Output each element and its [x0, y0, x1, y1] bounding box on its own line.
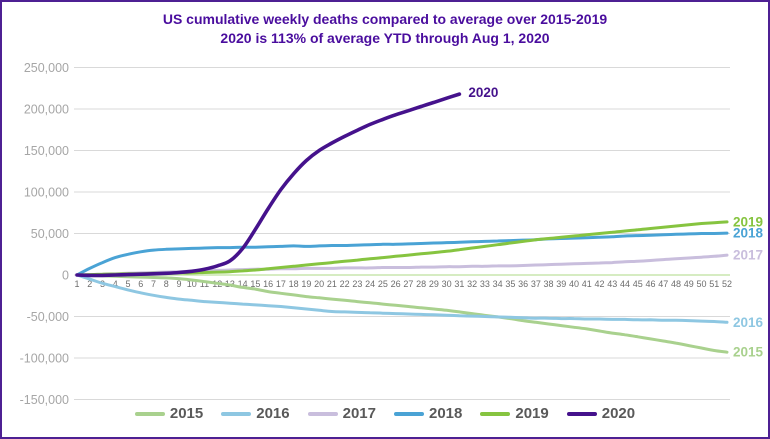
- chart-title-block: US cumulative weekly deaths compared to …: [2, 10, 768, 48]
- x-tick-label: 38: [544, 279, 554, 289]
- x-tick-label: 46: [646, 279, 656, 289]
- x-tick-label: 28: [416, 279, 426, 289]
- series-end-label-2016: 2016: [733, 315, 764, 330]
- series-end-label-2020: 2020: [468, 85, 498, 100]
- x-tick-label: 41: [582, 279, 592, 289]
- legend-swatch-2015: [134, 411, 165, 416]
- x-tick-label: 50: [697, 279, 707, 289]
- chart-subtitle: 2020 is 113% of average YTD through Aug …: [220, 30, 550, 46]
- legend-swatch-2017: [307, 411, 338, 416]
- legend-label-2020: 2020: [601, 405, 636, 422]
- legend-label-2015: 2015: [169, 405, 204, 422]
- x-tick-label: 34: [493, 279, 503, 289]
- x-tick-label: 36: [518, 279, 528, 289]
- x-tick-label: 14: [238, 279, 248, 289]
- legend-item-2020: 2020: [566, 405, 636, 422]
- y-axis-labels: 250,000 200,000 150,000 100,000 50,000 0 -50,0…: [20, 61, 69, 407]
- x-tick-label: 30: [442, 279, 452, 289]
- x-tick-label: 9: [176, 279, 181, 289]
- x-tick-label: 47: [658, 279, 668, 289]
- x-tick-label: 40: [569, 279, 579, 289]
- x-tick-label: 24: [365, 279, 375, 289]
- x-tick-label: 16: [263, 279, 273, 289]
- x-tick-label: 32: [467, 279, 477, 289]
- x-tick-label: 35: [505, 279, 515, 289]
- legend-item-2016: 2016: [221, 405, 290, 422]
- x-tick-label: 2: [87, 279, 92, 289]
- x-tick-label: 21: [327, 279, 337, 289]
- x-tick-label: 15: [250, 279, 260, 289]
- x-tick-label: 18: [289, 279, 299, 289]
- legend-label-2016: 2016: [256, 405, 290, 422]
- legend-label-2018: 2018: [429, 405, 463, 422]
- y-tick-label: -50,000: [27, 310, 69, 324]
- x-tick-label: 25: [378, 279, 388, 289]
- x-tick-label: 10: [187, 279, 197, 289]
- legend-label-2019: 2019: [515, 405, 549, 422]
- x-tick-label: 51: [709, 279, 719, 289]
- y-tick-label: -150,000: [20, 393, 69, 407]
- chart-title: US cumulative weekly deaths compared to …: [162, 11, 608, 27]
- legend-item-2019: 2019: [480, 405, 549, 422]
- series-end-label-2017: 2017: [733, 248, 763, 263]
- x-tick-label: 17: [276, 279, 286, 289]
- legend-swatch-2020: [566, 411, 597, 416]
- legend-item-2017: 2017: [307, 405, 376, 422]
- y-tick-label: 50,000: [31, 227, 69, 241]
- x-tick-label: 7: [151, 279, 156, 289]
- legend-label-2017: 2017: [342, 405, 376, 422]
- x-tick-label: 31: [454, 279, 464, 289]
- x-tick-label: 23: [352, 279, 362, 289]
- x-tick-label: 37: [531, 279, 541, 289]
- x-tick-label: 1: [74, 279, 79, 289]
- x-axis-labels: 1 2 3 4 5 6 7 8 9 10 11 12 13 14 15 16 17 18 19 20 21 22 23 24 2…: [74, 279, 732, 289]
- x-tick-label: 6: [138, 279, 143, 289]
- x-tick-label: 5: [125, 279, 130, 289]
- x-tick-label: 26: [391, 279, 401, 289]
- x-tick-label: 42: [595, 279, 605, 289]
- x-tick-label: 29: [429, 279, 439, 289]
- legend-item-2018: 2018: [394, 405, 462, 422]
- y-tick-label: 250,000: [24, 61, 69, 75]
- x-tick-label: 45: [633, 279, 643, 289]
- y-tick-label: 150,000: [24, 144, 69, 158]
- x-tick-label: 33: [480, 279, 490, 289]
- x-tick-label: 19: [301, 279, 311, 289]
- y-tick-label: 0: [62, 269, 69, 283]
- y-tick-label: -100,000: [20, 352, 69, 366]
- x-tick-label: 22: [340, 279, 350, 289]
- x-tick-label: 48: [671, 279, 681, 289]
- x-tick-label: 4: [113, 279, 118, 289]
- x-tick-label: 11: [200, 279, 209, 289]
- legend-swatch-2018: [394, 411, 424, 416]
- series-end-label-2019: 2019: [733, 214, 763, 229]
- series-line-2015: [75, 273, 729, 354]
- x-tick-label: 49: [684, 279, 694, 289]
- gridlines: [74, 67, 730, 400]
- series-end-label-2015: 2015: [733, 345, 764, 360]
- series-end-label-2018: 2018: [733, 226, 764, 241]
- x-tick-label: 20: [314, 279, 324, 289]
- legend-swatch-2019: [480, 411, 511, 416]
- x-tick-label: 27: [403, 279, 413, 289]
- series-line-2020: [75, 92, 462, 278]
- chart-legend: 2015 2016 2017 2018 2019 2020: [2, 405, 768, 422]
- series-line-2018: [75, 231, 729, 277]
- y-tick-label: 100,000: [24, 186, 69, 200]
- y-tick-label: 200,000: [24, 103, 69, 117]
- x-tick-label: 44: [620, 279, 630, 289]
- x-tick-label: 43: [607, 279, 617, 289]
- x-tick-label: 39: [556, 279, 566, 289]
- legend-item-2015: 2015: [134, 405, 204, 422]
- x-tick-label: 52: [722, 279, 732, 289]
- x-tick-label: 8: [164, 279, 169, 289]
- series-line-2016: [75, 273, 729, 324]
- legend-swatch-2016: [221, 411, 252, 416]
